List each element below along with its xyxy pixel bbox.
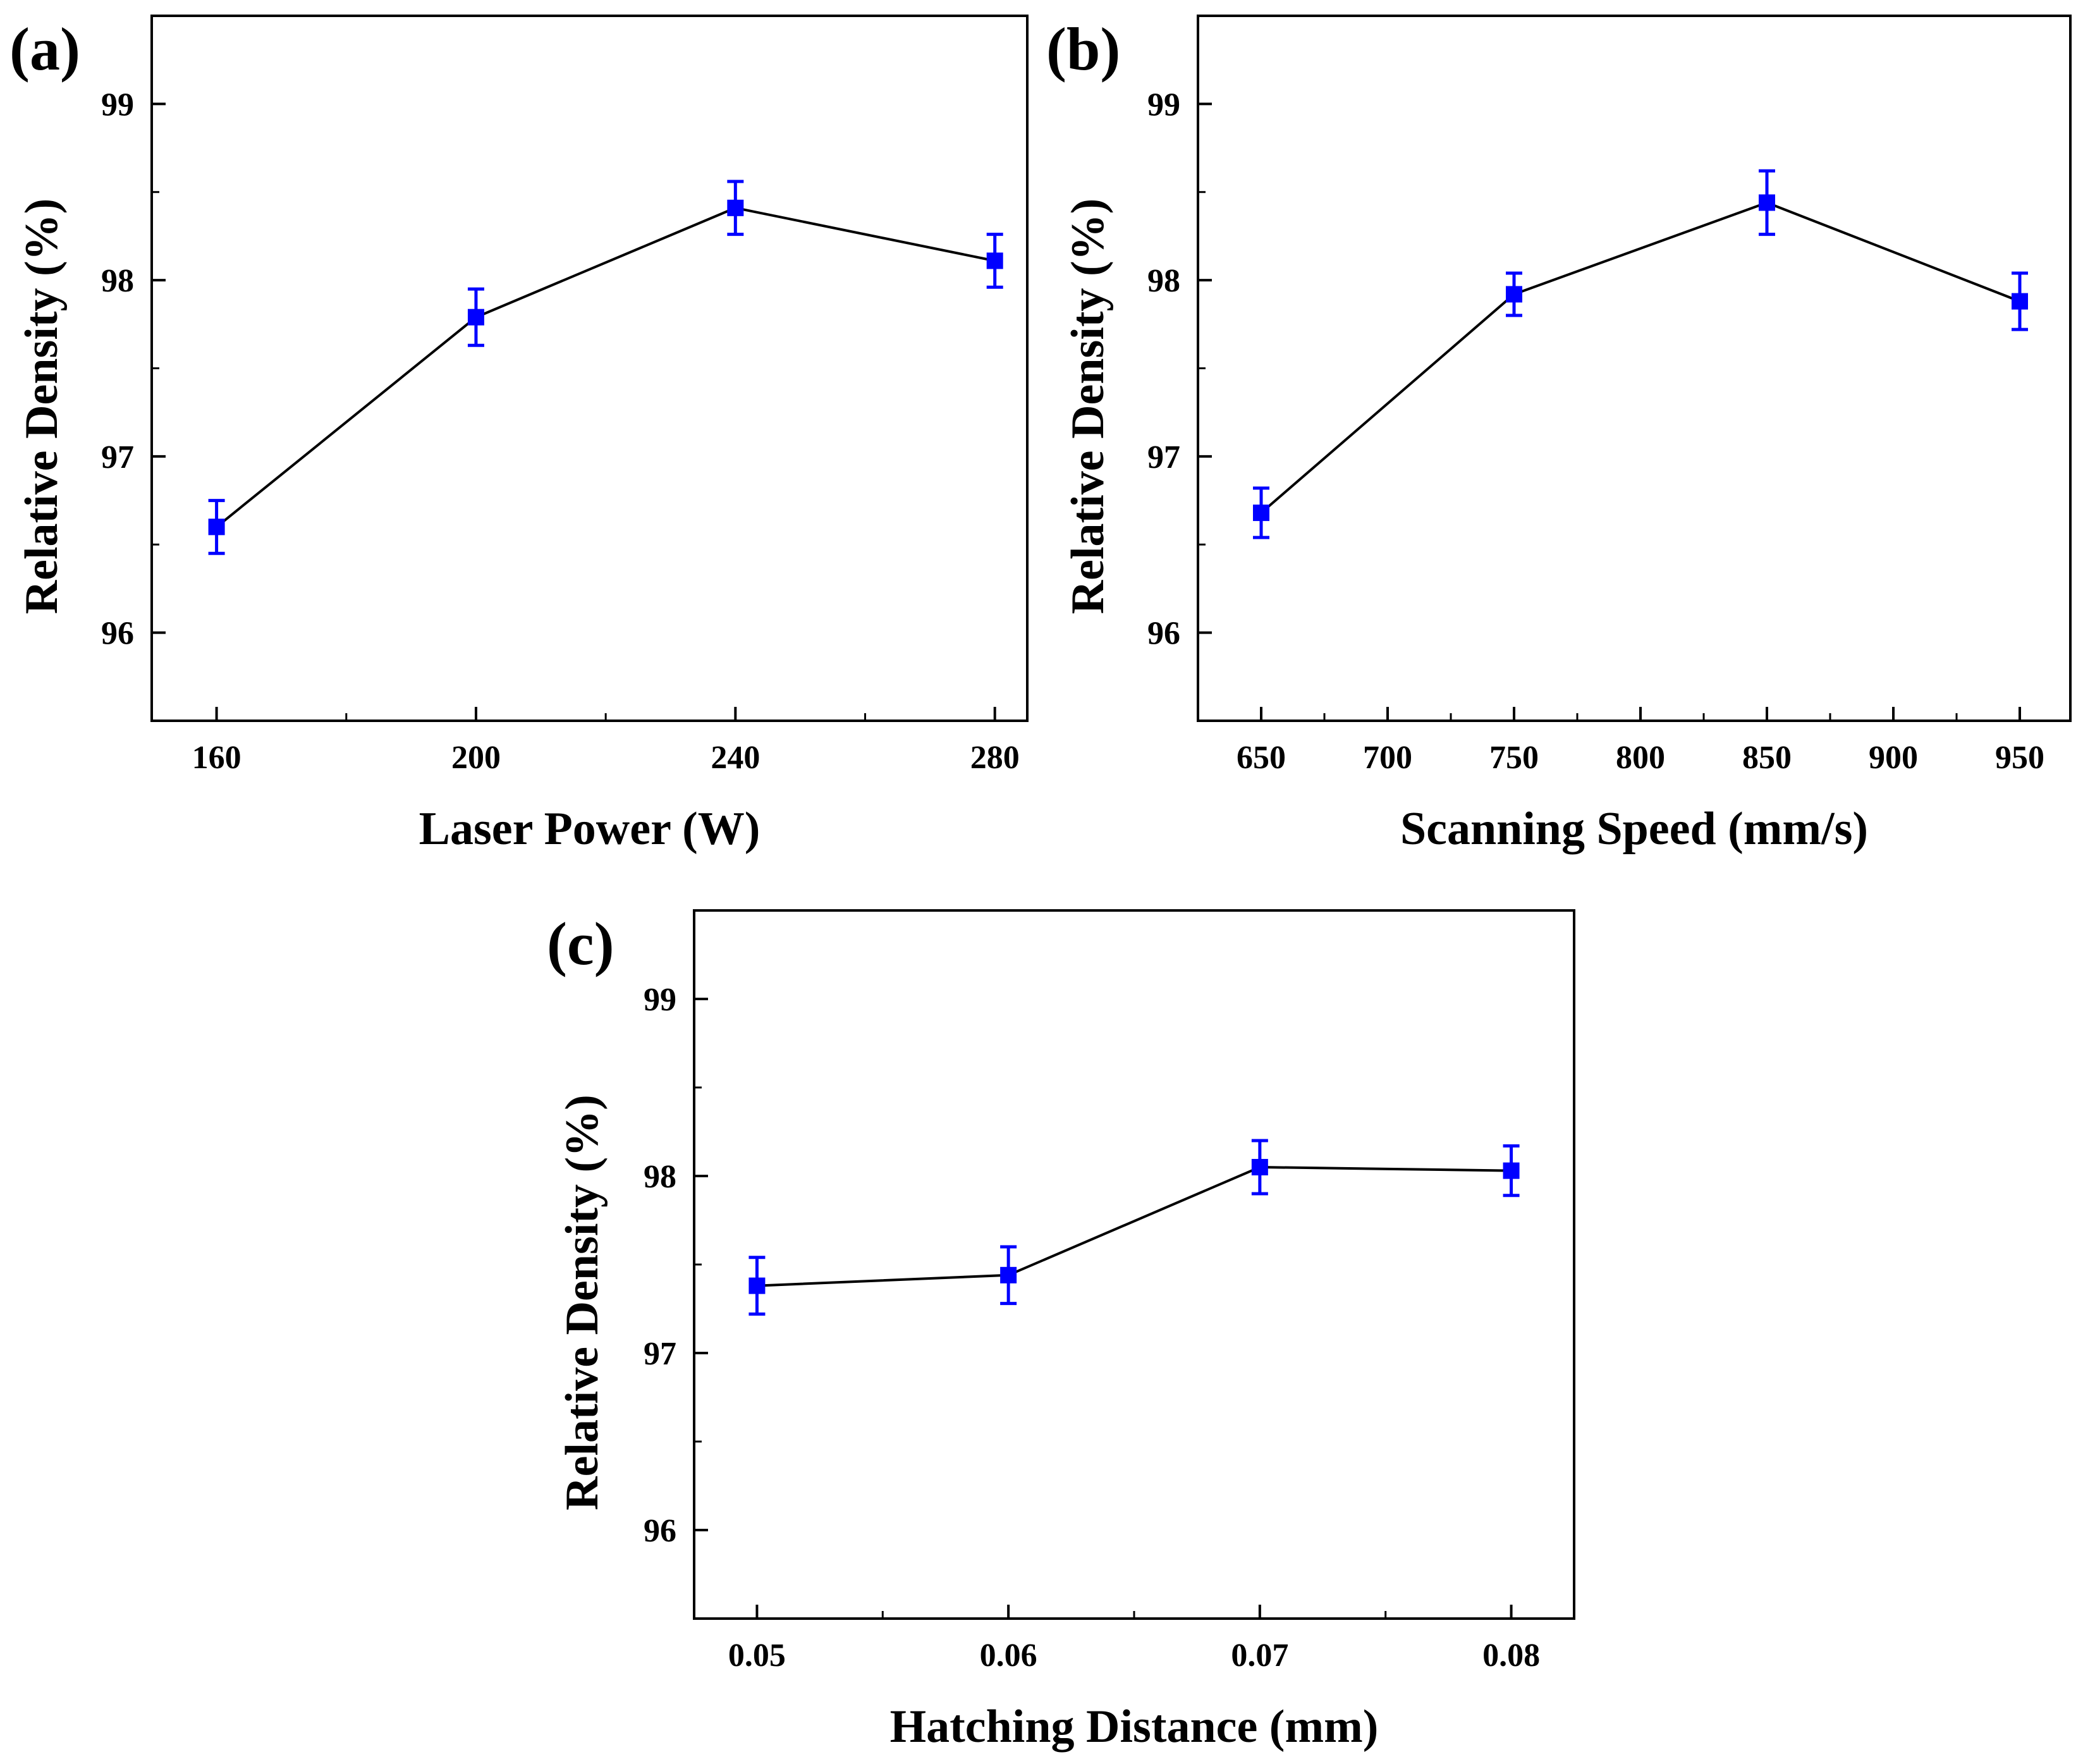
data-point-marker <box>208 518 225 536</box>
y-tick-label: 97 <box>101 439 134 475</box>
x-tick-label: 0.08 <box>1482 1638 1540 1674</box>
x-tick-label: 0.06 <box>980 1638 1037 1674</box>
x-tick-label: 700 <box>1363 740 1412 776</box>
data-point-marker <box>986 252 1003 269</box>
y-tick-label: 96 <box>1147 616 1180 652</box>
panel-label: (a) <box>9 15 80 83</box>
data-point-marker <box>2012 293 2028 310</box>
x-axis-title: Hatching Distance (mm) <box>890 1701 1379 1753</box>
x-tick-label: 160 <box>192 740 241 776</box>
x-tick-label: 0.05 <box>728 1638 786 1674</box>
x-tick-label: 200 <box>451 740 501 776</box>
data-point-marker <box>1251 1159 1268 1175</box>
series-line <box>216 206 996 528</box>
y-tick-label: 99 <box>1147 87 1180 123</box>
data-point-marker <box>467 309 484 326</box>
x-tick-label: 900 <box>1869 740 1918 776</box>
data-point-marker <box>1506 286 1522 303</box>
x-tick-label: 950 <box>1995 740 2044 776</box>
series-line <box>1260 201 2020 514</box>
y-tick-label: 97 <box>1147 439 1180 475</box>
panel-label: (b) <box>1046 15 1120 83</box>
data-point-marker <box>748 1277 766 1294</box>
data-point-marker <box>1759 194 1775 211</box>
y-tick-label: 99 <box>101 87 134 123</box>
y-tick-label: 98 <box>1147 263 1180 299</box>
y-axis-title: Relative Density (%) <box>1062 199 1114 615</box>
data-point-marker <box>1253 505 1269 522</box>
y-axis-title: Relative Density (%) <box>16 199 68 615</box>
x-tick-label: 850 <box>1742 740 1792 776</box>
y-tick-label: 99 <box>644 982 676 1018</box>
y-tick-label: 97 <box>644 1336 676 1372</box>
plot-frame <box>150 15 1029 722</box>
y-tick-label: 96 <box>644 1513 676 1549</box>
x-tick-label: 800 <box>1616 740 1665 776</box>
x-tick-label: 650 <box>1237 740 1286 776</box>
data-point-marker <box>1503 1162 1520 1179</box>
x-tick-label: 750 <box>1489 740 1539 776</box>
data-point-marker <box>1000 1266 1017 1283</box>
series-line <box>757 1165 1512 1287</box>
x-axis-title: Laser Power (W) <box>419 803 761 855</box>
plot-frame <box>693 909 1575 1620</box>
y-tick-label: 98 <box>644 1159 676 1195</box>
chart-panel-3: 96 97 98 99 0.05 0.06 0.07 0.08 (c) Hatching Dist… <box>547 909 1575 1753</box>
data-point-marker <box>727 199 744 216</box>
x-axis-title: Scanning Speed (mm/s) <box>1400 803 1868 855</box>
y-tick-label: 96 <box>101 616 134 652</box>
x-tick-label: 240 <box>711 740 760 776</box>
chart-panel-1: 96 97 98 99 160 200 240 280 (a) Laser Power (W) Re… <box>9 15 1029 855</box>
x-tick-label: 0.07 <box>1231 1638 1288 1674</box>
plot-frame <box>1197 15 2072 722</box>
y-tick-label: 98 <box>101 263 134 299</box>
panel-label: (c) <box>547 910 614 977</box>
y-axis-title: Relative Density (%) <box>556 1094 608 1510</box>
chart-panel-2: 96 97 98 99 650 700 750 800 850 900 950 (b) Scanning… <box>1046 15 2072 855</box>
x-tick-label: 280 <box>970 740 1020 776</box>
